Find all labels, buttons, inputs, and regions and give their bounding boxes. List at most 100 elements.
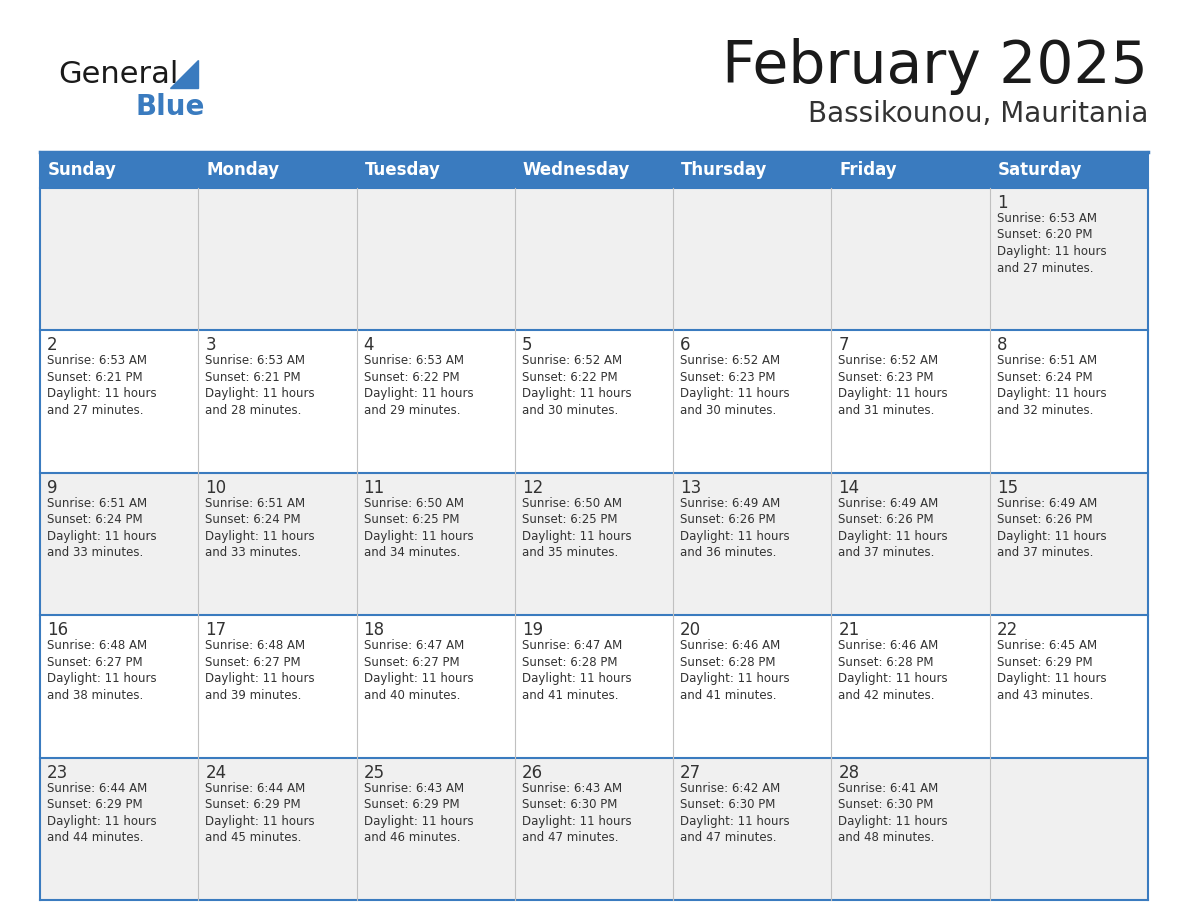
Text: and 30 minutes.: and 30 minutes. [522,404,618,417]
Text: Sunrise: 6:53 AM: Sunrise: 6:53 AM [997,212,1097,225]
Text: Sunrise: 6:47 AM: Sunrise: 6:47 AM [522,639,623,652]
Text: Sunrise: 6:49 AM: Sunrise: 6:49 AM [681,497,781,509]
Text: Daylight: 11 hours: Daylight: 11 hours [364,672,473,685]
Text: Sunrise: 6:53 AM: Sunrise: 6:53 AM [48,354,147,367]
Text: Sunrise: 6:53 AM: Sunrise: 6:53 AM [364,354,463,367]
Text: and 36 minutes.: and 36 minutes. [681,546,777,559]
Text: 14: 14 [839,479,860,497]
Text: 4: 4 [364,336,374,354]
Bar [832,757,990,900]
Text: Sunrise: 6:50 AM: Sunrise: 6:50 AM [522,497,621,509]
Text: and 47 minutes.: and 47 minutes. [681,831,777,844]
Text: Sunrise: 6:51 AM: Sunrise: 6:51 AM [48,497,147,509]
Text: 25: 25 [364,764,385,781]
Bar [514,188,674,330]
Text: Sunset: 6:23 PM: Sunset: 6:23 PM [839,371,934,384]
Text: Sunrise: 6:52 AM: Sunrise: 6:52 AM [681,354,781,367]
Text: 15: 15 [997,479,1018,497]
Bar [198,188,356,330]
Bar [198,473,356,615]
Text: Daylight: 11 hours: Daylight: 11 hours [48,530,157,543]
Text: February 2025: February 2025 [722,38,1148,95]
Text: Saturday: Saturday [998,161,1082,179]
Text: and 44 minutes.: and 44 minutes. [48,831,144,844]
Text: Sunrise: 6:51 AM: Sunrise: 6:51 AM [997,354,1097,367]
Text: and 38 minutes.: and 38 minutes. [48,688,144,701]
Bar [514,615,674,757]
Text: and 32 minutes.: and 32 minutes. [997,404,1093,417]
Text: 19: 19 [522,621,543,639]
Text: Sunset: 6:29 PM: Sunset: 6:29 PM [364,798,460,812]
Text: Sunrise: 6:52 AM: Sunrise: 6:52 AM [839,354,939,367]
Text: Daylight: 11 hours: Daylight: 11 hours [839,530,948,543]
Bar [514,330,674,473]
Bar [832,330,990,473]
Bar [40,473,198,615]
Text: Daylight: 11 hours: Daylight: 11 hours [681,672,790,685]
Text: and 47 minutes.: and 47 minutes. [522,831,619,844]
Text: Sunrise: 6:43 AM: Sunrise: 6:43 AM [522,781,623,795]
Text: 12: 12 [522,479,543,497]
Text: 24: 24 [206,764,227,781]
Text: Sunrise: 6:43 AM: Sunrise: 6:43 AM [364,781,463,795]
Text: 5: 5 [522,336,532,354]
Text: Daylight: 11 hours: Daylight: 11 hours [522,530,632,543]
Text: Daylight: 11 hours: Daylight: 11 hours [839,814,948,828]
Text: Sunrise: 6:45 AM: Sunrise: 6:45 AM [997,639,1097,652]
Bar [198,330,356,473]
Text: Sunrise: 6:49 AM: Sunrise: 6:49 AM [839,497,939,509]
Bar [356,188,514,330]
Text: Sunrise: 6:53 AM: Sunrise: 6:53 AM [206,354,305,367]
Text: 18: 18 [364,621,385,639]
Text: Daylight: 11 hours: Daylight: 11 hours [522,387,632,400]
Text: 27: 27 [681,764,701,781]
Text: Sunrise: 6:49 AM: Sunrise: 6:49 AM [997,497,1097,509]
Text: and 29 minutes.: and 29 minutes. [364,404,460,417]
Text: Sunset: 6:24 PM: Sunset: 6:24 PM [997,371,1092,384]
Text: Sunday: Sunday [48,161,116,179]
Text: 9: 9 [48,479,57,497]
Text: Blue: Blue [135,93,206,121]
Text: Sunset: 6:24 PM: Sunset: 6:24 PM [206,513,301,526]
Text: Daylight: 11 hours: Daylight: 11 hours [48,814,157,828]
Text: Sunset: 6:29 PM: Sunset: 6:29 PM [48,798,143,812]
Text: 8: 8 [997,336,1007,354]
Text: General: General [58,60,178,89]
Text: and 41 minutes.: and 41 minutes. [522,688,619,701]
Text: Daylight: 11 hours: Daylight: 11 hours [206,530,315,543]
Text: and 48 minutes.: and 48 minutes. [839,831,935,844]
Text: 20: 20 [681,621,701,639]
Text: 28: 28 [839,764,860,781]
Text: Sunset: 6:25 PM: Sunset: 6:25 PM [364,513,459,526]
Text: Daylight: 11 hours: Daylight: 11 hours [839,672,948,685]
Text: Sunrise: 6:42 AM: Sunrise: 6:42 AM [681,781,781,795]
Bar [990,473,1148,615]
Bar [514,473,674,615]
Text: Wednesday: Wednesday [523,161,630,179]
Text: Sunrise: 6:44 AM: Sunrise: 6:44 AM [48,781,147,795]
Text: Monday: Monday [207,161,279,179]
Text: Sunset: 6:22 PM: Sunset: 6:22 PM [364,371,460,384]
Text: Daylight: 11 hours: Daylight: 11 hours [364,814,473,828]
Text: Sunset: 6:22 PM: Sunset: 6:22 PM [522,371,618,384]
Text: Daylight: 11 hours: Daylight: 11 hours [48,672,157,685]
Text: Sunset: 6:25 PM: Sunset: 6:25 PM [522,513,618,526]
Text: Tuesday: Tuesday [365,161,441,179]
Bar [40,152,198,188]
Text: Daylight: 11 hours: Daylight: 11 hours [997,387,1106,400]
Bar [356,757,514,900]
Text: Sunset: 6:26 PM: Sunset: 6:26 PM [839,513,934,526]
Bar [198,615,356,757]
Text: Sunrise: 6:46 AM: Sunrise: 6:46 AM [839,639,939,652]
Text: Sunset: 6:28 PM: Sunset: 6:28 PM [839,655,934,668]
Text: Sunset: 6:29 PM: Sunset: 6:29 PM [206,798,301,812]
Text: Sunset: 6:21 PM: Sunset: 6:21 PM [206,371,301,384]
Bar [674,330,832,473]
Text: and 27 minutes.: and 27 minutes. [997,262,1093,274]
Text: Sunset: 6:23 PM: Sunset: 6:23 PM [681,371,776,384]
Text: Thursday: Thursday [681,161,767,179]
Text: 10: 10 [206,479,227,497]
Text: and 42 minutes.: and 42 minutes. [839,688,935,701]
Bar [356,615,514,757]
Text: Daylight: 11 hours: Daylight: 11 hours [364,530,473,543]
